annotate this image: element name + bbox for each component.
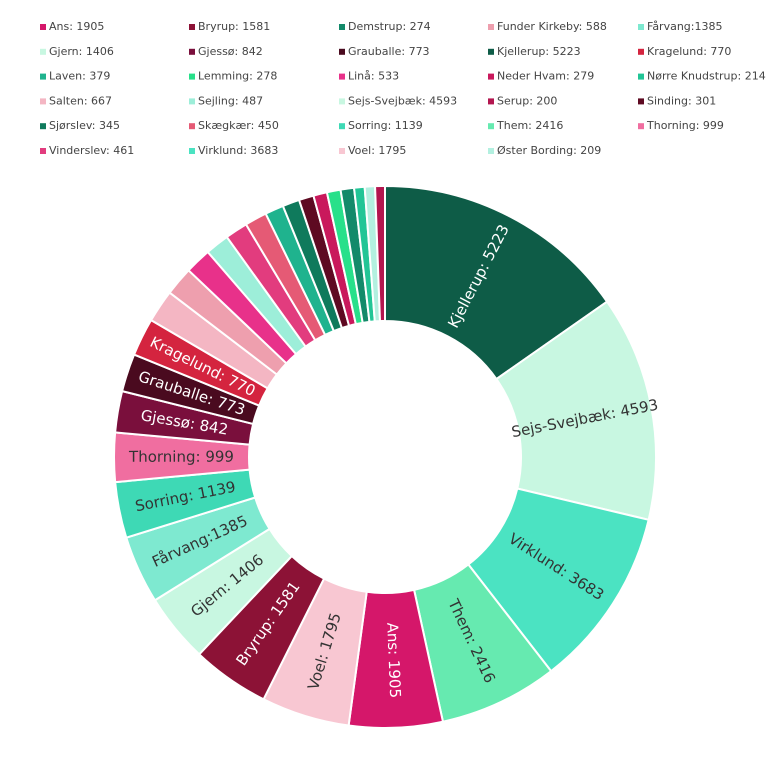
legend-swatch: [339, 73, 345, 80]
legend-swatch: [638, 98, 644, 105]
legend-swatch: [189, 148, 195, 154]
legend-label: Bryrup: 1581: [198, 20, 270, 33]
legend-item-sorring[interactable]: Sorring: 1139: [339, 119, 423, 132]
legend-item-thorning[interactable]: Thorning: 999: [638, 119, 724, 132]
legend-label: Sejs-Svejbæk: 4593: [348, 94, 457, 107]
legend-item-laven[interactable]: Laven: 379: [40, 70, 110, 83]
legend-swatch: [339, 123, 345, 130]
legend-swatch: [488, 73, 494, 80]
legend-label: Sorring: 1139: [348, 119, 423, 132]
legend-swatch: [638, 73, 644, 80]
legend-item-norre-knudstrup[interactable]: Nørre Knudstrup: 214: [638, 70, 766, 83]
legend-swatch: [40, 48, 46, 55]
legend-item-farvang[interactable]: Fårvang:1385: [638, 20, 723, 33]
legend-label: Salten: 667: [49, 94, 112, 107]
legend-swatch: [40, 123, 46, 130]
legend-item-neder-hvam[interactable]: Neder Hvam: 279: [488, 70, 594, 83]
legend-item-lina[interactable]: Linå: 533: [339, 70, 399, 83]
legend-label: Gjern: 1406: [49, 45, 114, 58]
legend-item-voel[interactable]: Voel: 1795: [339, 144, 406, 157]
legend-item-oster-bording[interactable]: Øster Bording: 209: [488, 144, 601, 157]
legend-item-them[interactable]: Them: 2416: [488, 119, 563, 132]
slice-serup[interactable]: [374, 184, 386, 323]
legend-swatch: [189, 24, 195, 30]
legend-item-vinderslev[interactable]: Vinderslev: 461: [40, 144, 134, 157]
legend-swatch: [488, 48, 494, 55]
legend-label: Linå: 533: [348, 70, 399, 83]
legend-label: Nørre Knudstrup: 214: [647, 70, 766, 83]
legend-swatch: [189, 98, 195, 105]
legend-swatch: [638, 48, 644, 55]
legend-item-gjesso[interactable]: Gjessø: 842: [189, 45, 263, 58]
legend-label: Fårvang:1385: [647, 20, 723, 33]
legend-swatch: [339, 24, 345, 30]
legend-label: Kragelund: 770: [647, 45, 731, 58]
legend-item-salten[interactable]: Salten: 667: [40, 94, 112, 107]
legend-label: Ans: 1905: [49, 20, 104, 33]
legend-item-lemming[interactable]: Lemming: 278: [189, 70, 277, 83]
legend-item-sejs-svejbaek[interactable]: Sejs-Svejbæk: 4593: [339, 94, 457, 107]
legend-swatch: [189, 123, 195, 130]
slice-kjellerup[interactable]: [384, 184, 609, 381]
legend-item-skaegkaer[interactable]: Skægkær: 450: [189, 119, 279, 132]
legend-label: Neder Hvam: 279: [497, 70, 594, 83]
legend-label: Voel: 1795: [348, 144, 406, 157]
legend-item-kragelund[interactable]: Kragelund: 770: [638, 45, 731, 58]
legend-item-grauballe[interactable]: Grauballe: 773: [339, 45, 430, 58]
legend-swatch: [488, 123, 494, 130]
legend-label: Øster Bording: 209: [497, 144, 601, 157]
legend-swatch: [488, 24, 494, 30]
legend-swatch: [40, 148, 46, 154]
legend-item-sejling[interactable]: Sejling: 487: [189, 94, 263, 107]
legend-swatch: [40, 24, 46, 30]
legend-item-sjorslev[interactable]: Sjørslev: 345: [40, 119, 120, 132]
legend-label: Sjørslev: 345: [49, 119, 120, 132]
legend-label: Lemming: 278: [198, 70, 277, 83]
legend-item-funder-kirkeby[interactable]: Funder Kirkeby: 588: [488, 20, 607, 33]
legend-label: Vinderslev: 461: [49, 144, 134, 157]
legend-swatch: [40, 73, 46, 80]
legend-swatch: [40, 98, 46, 105]
legend-swatch: [488, 148, 494, 154]
legend-label: Serup: 200: [497, 94, 557, 107]
legend-label: Thorning: 999: [646, 119, 724, 132]
legend-label: Them: 2416: [496, 119, 563, 132]
legend-swatch: [339, 48, 345, 55]
legend-label: Funder Kirkeby: 588: [497, 20, 607, 33]
legend-item-demstrup[interactable]: Demstrup: 274: [339, 20, 431, 33]
legend-item-ans[interactable]: Ans: 1905: [40, 20, 104, 33]
legend-swatch: [189, 48, 195, 55]
legend-item-sinding[interactable]: Sinding: 301: [638, 94, 716, 107]
legend-item-kjellerup[interactable]: Kjellerup: 5223: [488, 45, 581, 58]
legend-label: Kjellerup: 5223: [497, 45, 581, 58]
slice-sejs-svejbaek[interactable]: [495, 300, 657, 522]
legend-label: Laven: 379: [49, 70, 110, 83]
legend-item-bryrup[interactable]: Bryrup: 1581: [189, 20, 270, 33]
legend-swatch: [488, 98, 494, 105]
slice-label-ans: Ans: 1905: [383, 622, 404, 698]
donut-slices: [113, 184, 657, 729]
legend-label: Sinding: 301: [647, 94, 716, 107]
legend-label: Virklund: 3683: [198, 144, 278, 157]
legend-label: Demstrup: 274: [348, 20, 431, 33]
legend-item-gjern[interactable]: Gjern: 1406: [40, 45, 114, 58]
legend-item-virklund[interactable]: Virklund: 3683: [189, 144, 278, 157]
legend-swatch: [339, 148, 345, 154]
legend-label: Gjessø: 842: [198, 45, 263, 58]
legend-swatch: [638, 24, 644, 30]
legend-swatch: [638, 123, 644, 130]
slice-label-thorning: Thorning: 999: [128, 448, 234, 466]
legend-label: Sejling: 487: [198, 94, 263, 107]
legend-swatch: [339, 98, 345, 105]
legend-item-serup[interactable]: Serup: 200: [488, 94, 557, 107]
legend-swatch: [189, 73, 195, 80]
chart-legend: Ans: 1905 Bryrup: 1581 Demstrup: 274 Funder…: [40, 20, 766, 157]
legend-label: Skægkær: 450: [198, 119, 279, 132]
legend-label: Grauballe: 773: [348, 45, 430, 58]
